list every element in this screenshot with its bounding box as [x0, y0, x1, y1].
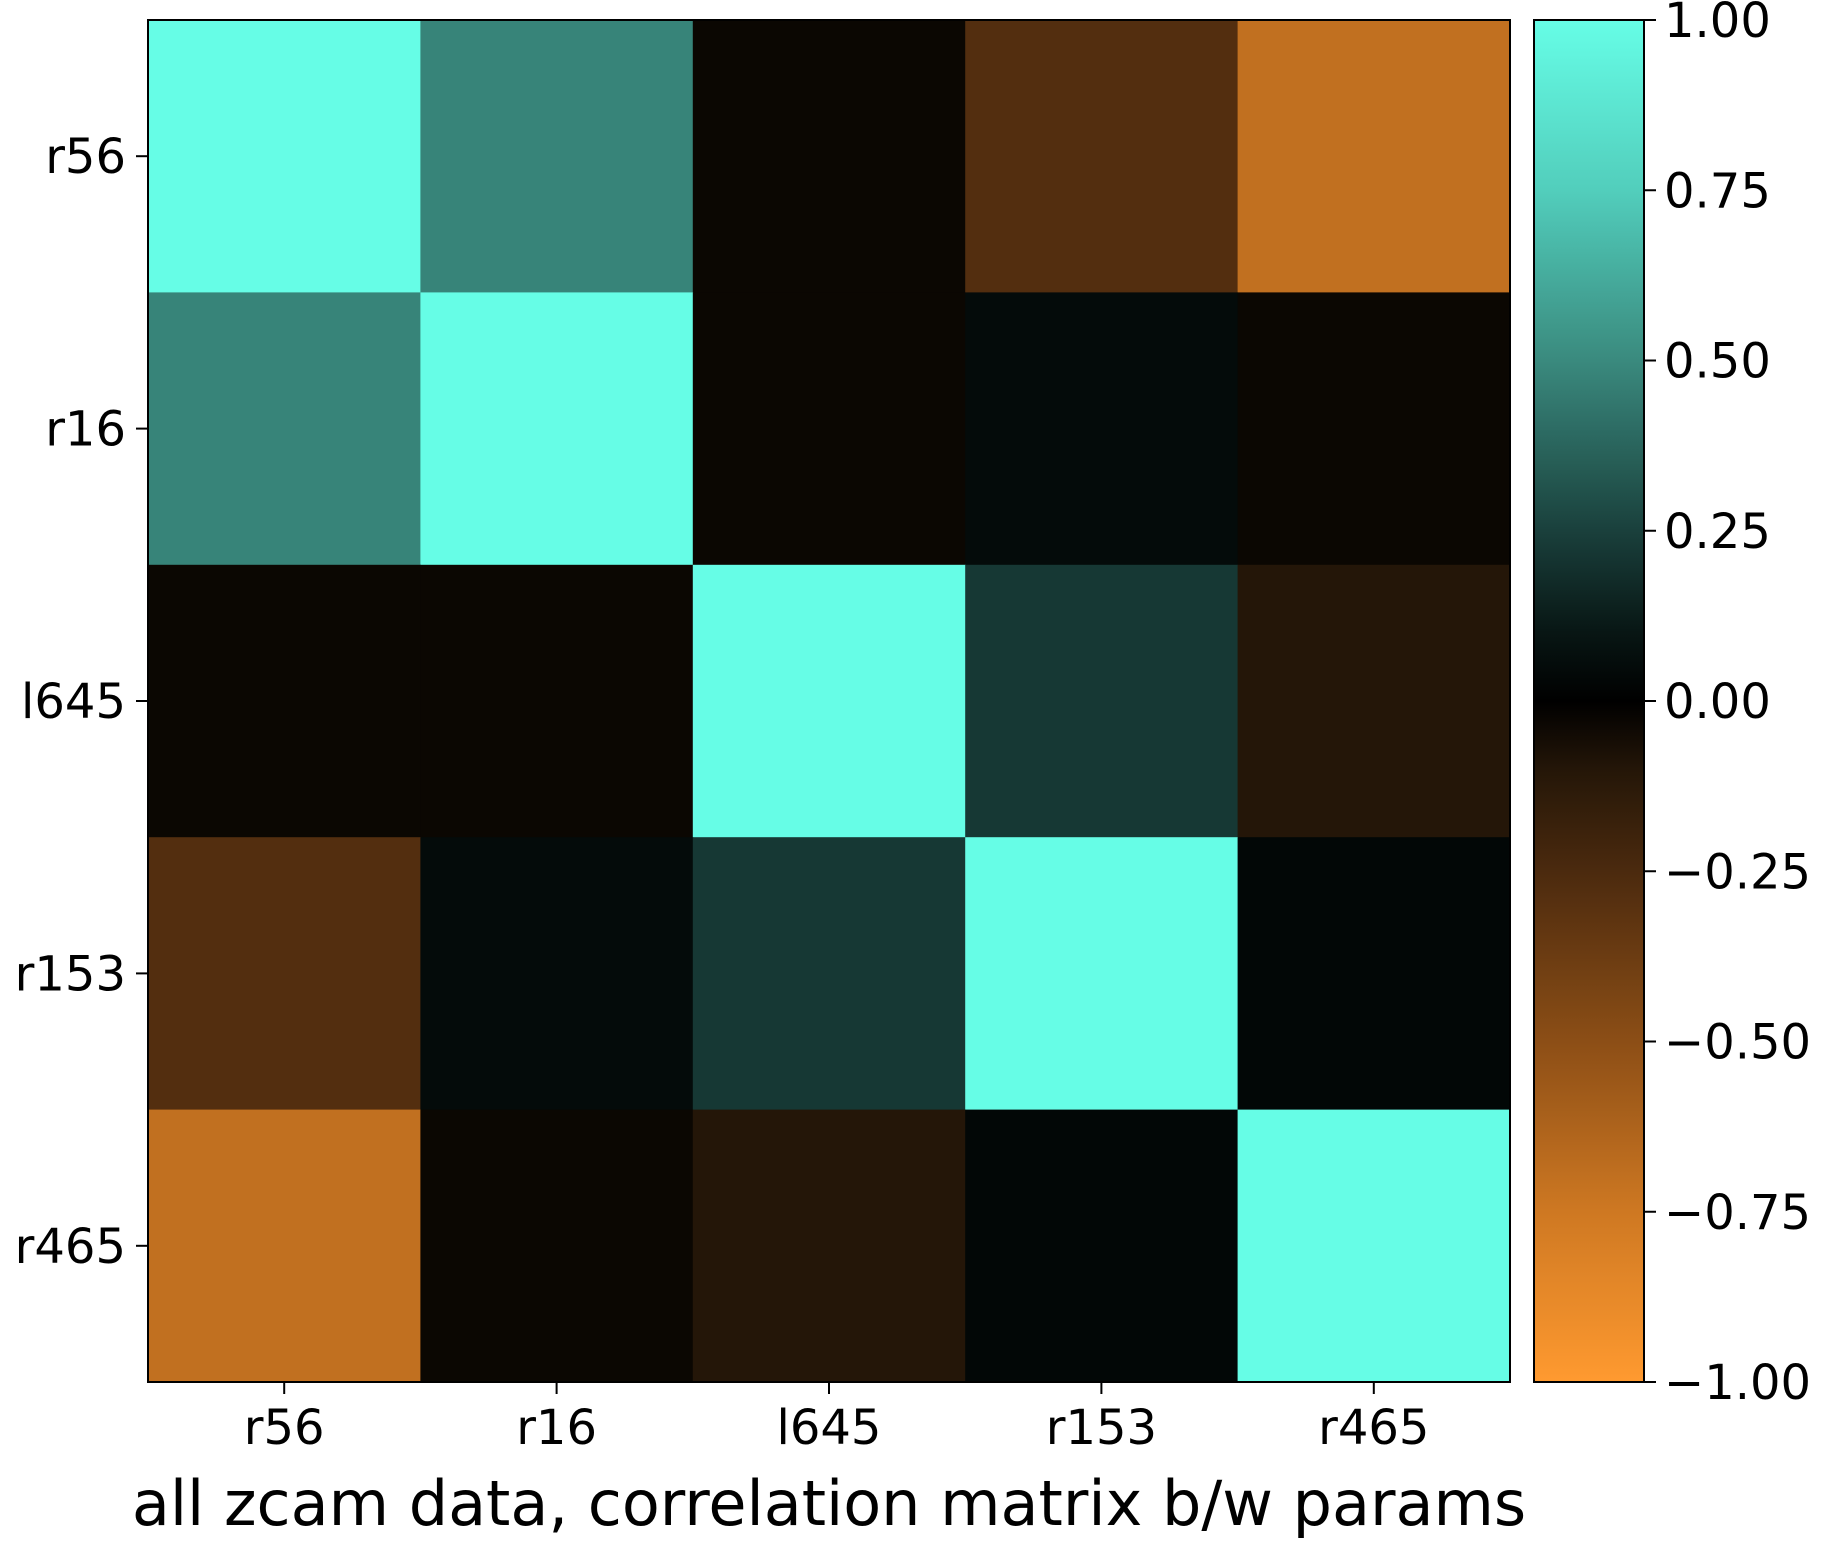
heatmap-cell-r56-r153 — [965, 20, 1239, 293]
heatmap-cell-r465-r153 — [965, 1109, 1239, 1383]
y-tick-label-r465: r465 — [15, 1219, 126, 1275]
heatmap-cell-r153-l645 — [692, 837, 966, 1111]
heatmap-cell-r56-l645 — [692, 20, 966, 293]
colorbar-tick-label: −1.00 — [1664, 1355, 1811, 1411]
heatmap-cell-l645-r465 — [1237, 564, 1511, 838]
y-tick-label-r153: r153 — [15, 946, 126, 1002]
colorbar-tick-label: 0.50 — [1664, 334, 1771, 390]
heatmap-cell-l645-r16 — [420, 564, 694, 838]
heatmap-cell-r56-r56 — [148, 20, 421, 293]
heatmap-cell-r153-r16 — [420, 837, 694, 1111]
heatmap-cell-r16-r56 — [148, 292, 421, 566]
heatmap-cell-l645-l645 — [692, 564, 966, 838]
heatmap-cell-r16-l645 — [692, 292, 966, 566]
heatmap-cell-r465-r465 — [1237, 1109, 1511, 1383]
colorbar — [1533, 19, 1645, 1383]
x-tick-label-r16: r16 — [516, 1400, 597, 1456]
x-axis: r56 r16 l645 r153 r465 — [244, 1382, 1429, 1456]
heatmap-cell-r56-r16 — [420, 20, 694, 293]
heatmap-cell-r465-r16 — [420, 1109, 694, 1383]
heatmap-cell-r153-r56 — [148, 837, 421, 1111]
x-tick-label-r56: r56 — [244, 1400, 325, 1456]
x-tick-label-l645: l645 — [777, 1400, 882, 1456]
heatmap-cell-l645-r56 — [148, 564, 421, 838]
heatmap-cell-r16-r16 — [420, 292, 694, 566]
x-axis-label: all zcam data, correlation matrix b/w pa… — [132, 1467, 1526, 1540]
y-tick-label-l645: l645 — [21, 674, 126, 730]
heatmap-cells — [148, 20, 1511, 1383]
colorbar-tick-label: −0.25 — [1664, 844, 1811, 900]
x-tick-label-r465: r465 — [1318, 1400, 1429, 1456]
colorbar-tick-label: −0.50 — [1664, 1015, 1811, 1071]
heatmap-cell-r153-r153 — [965, 837, 1239, 1111]
y-axis: r56 r16 l645 r153 r465 — [15, 129, 148, 1275]
colorbar-tick-label: 0.75 — [1664, 163, 1771, 219]
x-tick-label-r153: r153 — [1046, 1400, 1157, 1456]
heatmap-cell-r16-r465 — [1237, 292, 1511, 566]
colorbar-tick-label: 0.00 — [1664, 674, 1771, 730]
heatmap-cell-r16-r153 — [965, 292, 1239, 566]
heatmap-cell-r465-l645 — [692, 1109, 966, 1383]
heatmap-cell-l645-r153 — [965, 564, 1239, 838]
colorbar-tick-label: 1.00 — [1664, 0, 1771, 49]
heatmap-cell-r465-r56 — [148, 1109, 421, 1383]
colorbar-ticks: 1.00 0.75 0.50 0.25 0.00 −0.25 −0.50 −0.75 −1.00 — [1644, 0, 1811, 1411]
colorbar-tick-label: 0.25 — [1664, 504, 1771, 560]
heatmap-cell-r56-r465 — [1237, 20, 1511, 293]
y-tick-label-r16: r16 — [45, 402, 126, 458]
y-tick-label-r56: r56 — [45, 129, 126, 185]
heatmap-cell-r153-r465 — [1237, 837, 1511, 1111]
colorbar-tick-label: −0.75 — [1664, 1185, 1811, 1241]
